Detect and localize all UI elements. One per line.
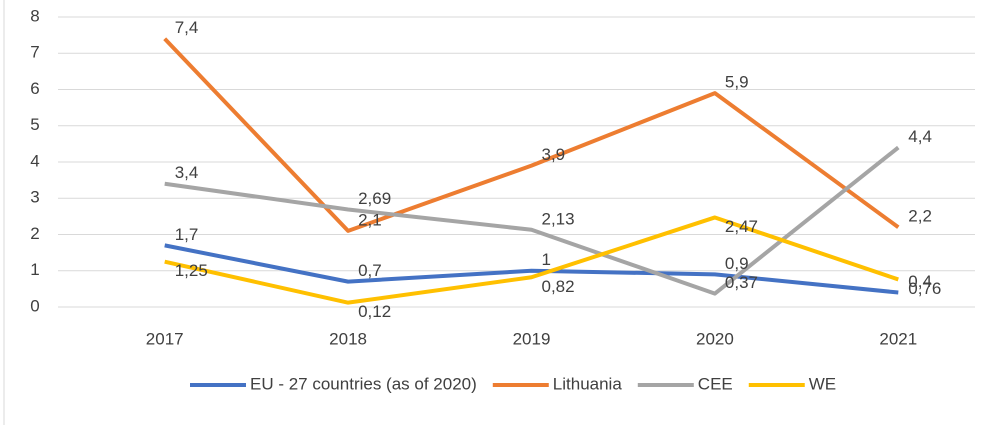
- data-label: 2,13: [542, 209, 575, 228]
- series-line: [164, 215, 899, 305]
- x-tick-label: 2019: [513, 329, 551, 348]
- data-label: 5,9: [725, 73, 749, 92]
- chart-border: [3, 0, 5, 425]
- y-tick-label: 6: [30, 79, 39, 98]
- y-tick-label: 4: [30, 151, 39, 170]
- y-tick-label: 8: [30, 6, 39, 25]
- data-label: 2,69: [358, 189, 391, 208]
- data-label: 1,7: [175, 225, 199, 244]
- x-tick-label: 2018: [329, 329, 367, 348]
- data-label: 0,7: [358, 261, 382, 280]
- series-line: [163, 37, 900, 233]
- legend-label: CEE: [698, 374, 733, 393]
- data-label: 0,76: [908, 279, 941, 298]
- data-label: 3,9: [542, 145, 566, 164]
- x-tick-label: 2017: [146, 329, 184, 348]
- y-tick-label: 0: [30, 296, 39, 315]
- series-line: [164, 145, 900, 296]
- data-label: 3,4: [175, 163, 199, 182]
- data-label: 2,47: [725, 217, 758, 236]
- x-tick-label: 2021: [879, 329, 917, 348]
- data-label: 0,4: [908, 272, 932, 291]
- data-label: 0,82: [542, 277, 575, 296]
- legend-label: WE: [809, 374, 836, 393]
- y-tick-label: 2: [30, 224, 39, 243]
- data-label: 0,9: [725, 254, 749, 273]
- legend-label: Lithuania: [553, 374, 623, 393]
- y-tick-label: 5: [30, 115, 39, 134]
- x-tick-label: 2020: [696, 329, 734, 348]
- data-label: 1,25: [175, 261, 208, 280]
- data-label: 2,1: [358, 210, 382, 229]
- legend-label: EU - 27 countries (as of 2020): [250, 374, 477, 393]
- data-label: 4,4: [908, 127, 932, 146]
- y-tick-label: 1: [30, 260, 39, 279]
- y-tick-label: 7: [30, 43, 39, 62]
- y-tick-label: 3: [30, 188, 39, 207]
- data-label: 0,12: [358, 302, 391, 321]
- data-label: 2,2: [908, 207, 932, 226]
- data-label: 7,4: [175, 18, 199, 37]
- series-line: [164, 243, 899, 295]
- data-label: 1: [542, 250, 551, 269]
- data-label: 0,37: [725, 273, 758, 292]
